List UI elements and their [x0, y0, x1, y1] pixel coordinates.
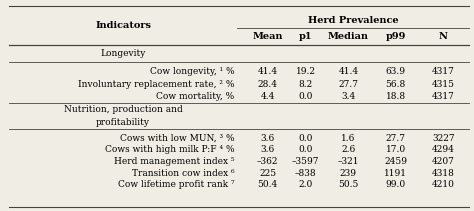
- Text: Herd Prevalence: Herd Prevalence: [308, 16, 399, 24]
- Text: Involuntary replacement rate, ² %: Involuntary replacement rate, ² %: [78, 80, 235, 89]
- Text: 4210: 4210: [432, 180, 455, 189]
- Text: 4317: 4317: [432, 67, 455, 76]
- Text: 1.6: 1.6: [341, 134, 356, 143]
- Text: N: N: [439, 32, 447, 41]
- Text: –838: –838: [295, 169, 317, 177]
- Text: 19.2: 19.2: [296, 67, 316, 76]
- Text: 3.4: 3.4: [341, 92, 356, 100]
- Text: 3227: 3227: [432, 134, 455, 143]
- Text: 41.4: 41.4: [338, 67, 358, 76]
- Text: 4.4: 4.4: [261, 92, 275, 100]
- Text: 1191: 1191: [384, 169, 407, 177]
- Text: Indicators: Indicators: [95, 21, 151, 30]
- Text: 239: 239: [340, 169, 357, 177]
- Text: –362: –362: [257, 157, 279, 166]
- Text: 3.6: 3.6: [261, 145, 275, 154]
- Text: 4317: 4317: [432, 92, 455, 100]
- Text: p1: p1: [299, 32, 312, 41]
- Text: Nutrition, production and
profitability: Nutrition, production and profitability: [64, 105, 182, 127]
- Text: 4294: 4294: [432, 145, 455, 154]
- Text: Herd management index ⁵: Herd management index ⁵: [114, 157, 235, 166]
- Text: 28.4: 28.4: [258, 80, 278, 89]
- Text: p99: p99: [386, 32, 406, 41]
- Text: 56.8: 56.8: [386, 80, 406, 89]
- Text: Longevity: Longevity: [100, 49, 146, 58]
- Text: 2.6: 2.6: [341, 145, 356, 154]
- Text: Cows with low MUN, ³ %: Cows with low MUN, ³ %: [120, 134, 235, 143]
- Text: 8.2: 8.2: [299, 80, 313, 89]
- Text: Mean: Mean: [253, 32, 283, 41]
- Text: 0.0: 0.0: [299, 92, 313, 100]
- Text: Cow lifetime profit rank ⁷: Cow lifetime profit rank ⁷: [118, 180, 235, 189]
- Text: 27.7: 27.7: [338, 80, 358, 89]
- Text: 99.0: 99.0: [386, 180, 406, 189]
- Text: 4318: 4318: [432, 169, 455, 177]
- Text: 41.4: 41.4: [258, 67, 278, 76]
- Text: 4315: 4315: [432, 80, 455, 89]
- Text: 50.5: 50.5: [338, 180, 358, 189]
- Text: –321: –321: [337, 157, 359, 166]
- Text: –3597: –3597: [292, 157, 319, 166]
- Text: 0.0: 0.0: [299, 134, 313, 143]
- Text: 4207: 4207: [432, 157, 455, 166]
- Text: Cow longevity, ¹ %: Cow longevity, ¹ %: [150, 67, 235, 76]
- Text: 3.6: 3.6: [261, 134, 275, 143]
- Text: 2.0: 2.0: [299, 180, 313, 189]
- Text: Median: Median: [328, 32, 369, 41]
- Text: 50.4: 50.4: [258, 180, 278, 189]
- Text: 2459: 2459: [384, 157, 407, 166]
- Text: 27.7: 27.7: [386, 134, 406, 143]
- Text: 0.0: 0.0: [299, 145, 313, 154]
- Text: 63.9: 63.9: [386, 67, 406, 76]
- Text: Cows with high milk P:F ⁴ %: Cows with high milk P:F ⁴ %: [105, 145, 235, 154]
- Text: 18.8: 18.8: [386, 92, 406, 100]
- Text: Transition cow index ⁶: Transition cow index ⁶: [132, 169, 235, 177]
- Text: 17.0: 17.0: [386, 145, 406, 154]
- Text: Cow mortality, %: Cow mortality, %: [156, 92, 235, 100]
- Text: 225: 225: [259, 169, 276, 177]
